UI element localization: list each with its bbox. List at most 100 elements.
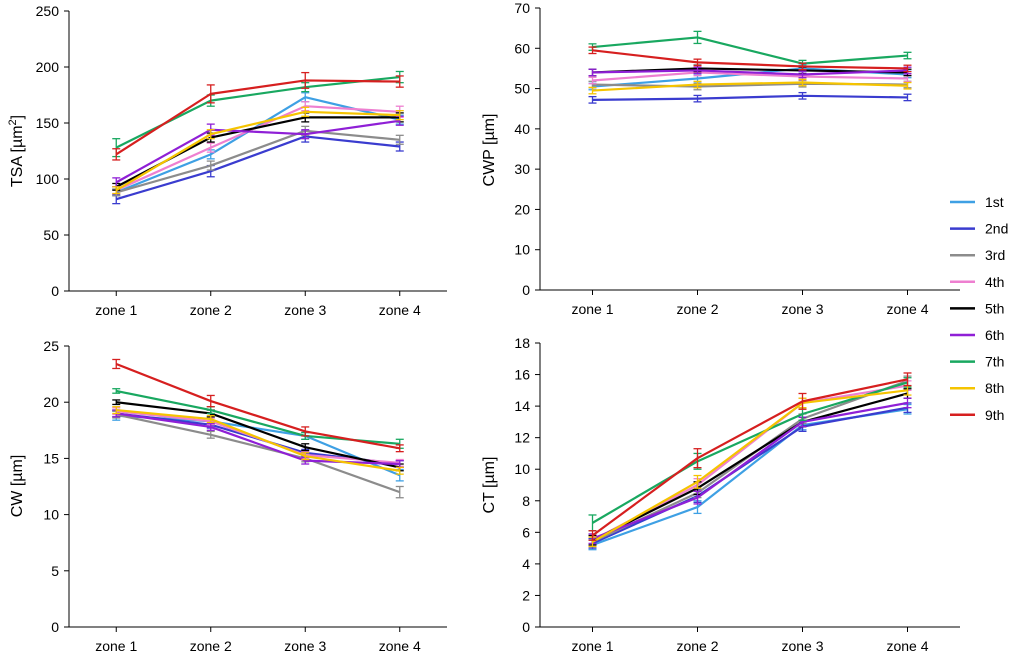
legend-item-2nd: 2nd <box>950 221 1008 237</box>
x-tick-label: zone 2 <box>190 302 232 318</box>
legend-label: 2nd <box>985 221 1008 237</box>
legend-item-1st: 1st <box>950 194 1004 210</box>
y-tick-label: 20 <box>43 394 59 410</box>
series-line <box>591 378 908 537</box>
series-9th <box>588 372 912 541</box>
x-tick-label: zone 2 <box>190 638 232 654</box>
y-tick-label: 0 <box>522 619 530 635</box>
series-line <box>115 79 400 156</box>
x-tick-label: zone 1 <box>95 302 137 318</box>
y-tick-label: 4 <box>522 556 530 572</box>
series-line <box>116 413 401 494</box>
series-2nd <box>588 91 912 104</box>
series-line <box>115 135 400 201</box>
y-tick-label: 14 <box>514 398 530 414</box>
y-axis-title: CWP [µm] <box>481 114 498 187</box>
series-6th <box>588 397 912 545</box>
x-tick-label: zone 4 <box>379 638 421 654</box>
series-3rd <box>112 410 404 499</box>
series-2nd <box>588 402 912 549</box>
y-tick-label: 15 <box>43 450 59 466</box>
legend-item-4th: 4th <box>950 274 1004 290</box>
series-line <box>592 69 908 76</box>
x-tick-label: zone 3 <box>284 638 326 654</box>
series-line <box>592 94 908 101</box>
y-tick-label: 8 <box>522 493 530 509</box>
legend-label: 1st <box>985 194 1004 210</box>
series-line <box>592 36 908 65</box>
legend-label: 5th <box>985 300 1004 316</box>
y-tick-label: 60 <box>514 40 530 56</box>
series-1st <box>588 403 912 551</box>
series-line <box>591 389 908 543</box>
series-9th <box>588 46 912 73</box>
y-tick-label: 50 <box>514 81 530 97</box>
series-5th <box>112 112 404 191</box>
chart-panel-4: 0 2 4 6 8 10 12 14 16 18 zone 1 zone 2 zone 3 zone 4 C… <box>481 335 960 654</box>
y-tick-label: 10 <box>514 461 530 477</box>
series-line <box>592 406 908 545</box>
series-line <box>115 96 401 194</box>
y-tick-label: 6 <box>522 524 530 540</box>
series-9th <box>112 358 404 453</box>
y-tick-label: 200 <box>36 59 60 75</box>
series-9th <box>112 71 404 161</box>
chart-panel-1: 0 50 100 150 200 250 zone 1 zone 2 zone 3 zone 4 T… <box>7 3 447 318</box>
y-tick-label: 5 <box>51 563 59 579</box>
series-line <box>116 412 400 466</box>
y-tick-label: 0 <box>522 282 530 298</box>
series-line <box>115 110 400 192</box>
x-tick-label: zone 1 <box>571 638 613 654</box>
y-tick-label: 0 <box>51 283 59 299</box>
legend-label: 4th <box>985 274 1004 290</box>
series-6th <box>588 66 912 79</box>
legend-label: 9th <box>985 407 1004 423</box>
y-tick-label: 100 <box>36 171 60 187</box>
y-tick-label: 25 <box>43 338 59 354</box>
y-tick-label: 10 <box>514 242 530 258</box>
series-line <box>116 401 400 469</box>
x-tick-label: zone 2 <box>676 638 718 654</box>
series-line <box>115 129 400 194</box>
y-tick-label: 16 <box>514 367 530 383</box>
x-tick-label: zone 2 <box>676 301 718 317</box>
series-line <box>591 381 908 524</box>
x-tick-label: zone 4 <box>886 638 928 654</box>
series-8th <box>588 78 912 95</box>
x-tick-label: zone 1 <box>571 301 613 317</box>
series-line <box>115 362 400 450</box>
series-8th <box>112 406 404 475</box>
legend-item-9th: 9th <box>950 407 1004 423</box>
legend-item-6th: 6th <box>950 327 1004 343</box>
series-line <box>592 401 908 540</box>
legend-item-3rd: 3rd <box>950 247 1005 263</box>
y-tick-label: 40 <box>514 121 530 137</box>
x-tick-label: zone 1 <box>95 638 137 654</box>
legend-item-8th: 8th <box>950 380 1004 396</box>
y-axis-title: CW [µm] <box>9 455 26 518</box>
y-axis-title: CT [µm] <box>481 457 498 514</box>
series-8th <box>588 384 912 548</box>
x-tick-label: zone 3 <box>781 638 823 654</box>
legend: 1st 2nd 3rd 4th 5th 6th 7th 8th 9th <box>950 194 1008 423</box>
series-line <box>115 119 400 184</box>
y-tick-label: 2 <box>522 587 530 603</box>
series-line <box>116 408 400 472</box>
legend-label: 8th <box>985 380 1004 396</box>
y-tick-label: 10 <box>43 507 59 523</box>
series-line <box>592 71 908 82</box>
x-tick-label: zone 3 <box>781 301 823 317</box>
series-line <box>592 81 908 92</box>
y-tick-label: 0 <box>51 619 59 635</box>
y-tick-label: 70 <box>514 0 530 16</box>
x-tick-label: zone 3 <box>284 302 326 318</box>
x-tick-label: zone 4 <box>379 302 421 318</box>
series-8th <box>112 106 404 195</box>
series-line <box>592 392 908 542</box>
series-7th <box>588 30 912 68</box>
y-tick-label: 50 <box>43 227 59 243</box>
y-tick-label: 150 <box>36 115 60 131</box>
series-line <box>592 49 908 70</box>
